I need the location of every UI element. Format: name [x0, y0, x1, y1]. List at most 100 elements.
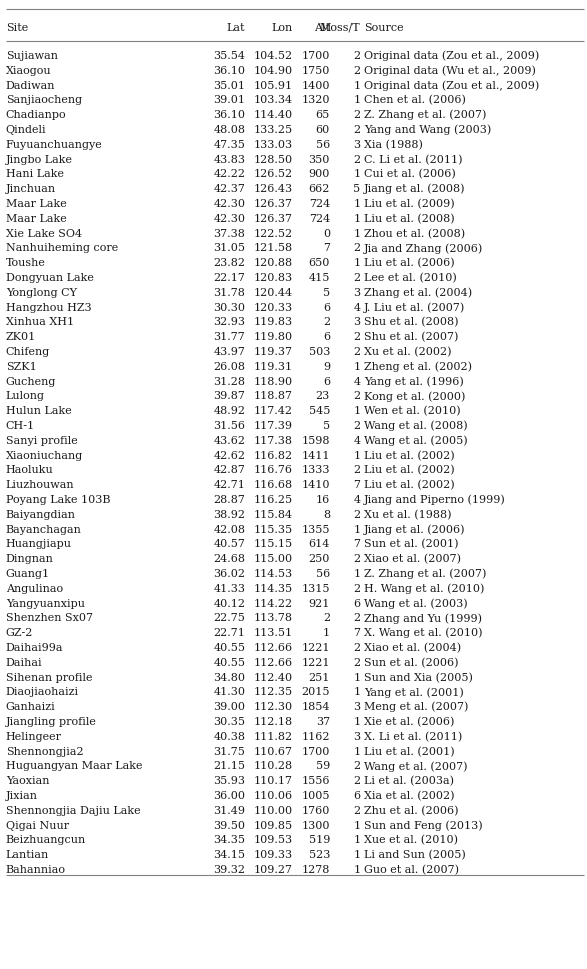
Text: 31.28: 31.28 [213, 376, 245, 387]
Text: 350: 350 [309, 154, 330, 165]
Text: 7: 7 [353, 539, 360, 548]
Text: 126.52: 126.52 [253, 170, 292, 179]
Text: 41.30: 41.30 [213, 687, 245, 697]
Text: Dingnan: Dingnan [6, 553, 54, 564]
Text: 110.17: 110.17 [254, 775, 292, 786]
Text: 42.71: 42.71 [214, 480, 245, 489]
Text: Alt: Alt [314, 23, 330, 33]
Text: 6: 6 [323, 376, 330, 387]
Text: Guo et al. (2007): Guo et al. (2007) [364, 864, 459, 874]
Text: 112.66: 112.66 [253, 657, 292, 667]
Text: 110.06: 110.06 [253, 790, 292, 800]
Text: 112.35: 112.35 [253, 687, 292, 697]
Text: 47.35: 47.35 [214, 140, 245, 149]
Text: 109.53: 109.53 [253, 834, 292, 845]
Text: 109.33: 109.33 [253, 849, 292, 860]
Text: 503: 503 [309, 347, 330, 357]
Text: 42.37: 42.37 [214, 184, 245, 194]
Text: 2: 2 [353, 51, 360, 61]
Text: 1278: 1278 [302, 864, 330, 874]
Text: 41.33: 41.33 [213, 583, 245, 593]
Text: CH-1: CH-1 [6, 421, 35, 430]
Text: Yang and Wang (2003): Yang and Wang (2003) [364, 125, 491, 135]
Text: 116.68: 116.68 [253, 480, 292, 489]
Text: 1355: 1355 [301, 524, 330, 534]
Text: Nanhuiheming core: Nanhuiheming core [6, 243, 118, 253]
Text: 2: 2 [353, 110, 360, 120]
Text: Poyang Lake 103B: Poyang Lake 103B [6, 494, 110, 505]
Text: 2: 2 [353, 272, 360, 283]
Text: 104.90: 104.90 [253, 66, 292, 76]
Text: 2: 2 [353, 331, 360, 342]
Text: Original data (Zou et al., 2009): Original data (Zou et al., 2009) [364, 80, 539, 91]
Text: 545: 545 [309, 406, 330, 416]
Text: 56: 56 [316, 140, 330, 149]
Text: 1300: 1300 [301, 820, 330, 829]
Text: 133.25: 133.25 [253, 125, 292, 135]
Text: Wang et al. (2003): Wang et al. (2003) [364, 598, 468, 609]
Text: 415: 415 [309, 272, 330, 283]
Text: 126.37: 126.37 [254, 213, 292, 224]
Text: 724: 724 [309, 199, 330, 208]
Text: 112.30: 112.30 [253, 702, 292, 711]
Text: 48.92: 48.92 [213, 406, 245, 416]
Text: Liu et al. (2001): Liu et al. (2001) [364, 746, 454, 756]
Text: 1: 1 [353, 258, 360, 267]
Text: 110.28: 110.28 [253, 761, 292, 770]
Text: 5: 5 [323, 288, 330, 297]
Text: 2: 2 [323, 612, 330, 623]
Text: 119.31: 119.31 [253, 361, 292, 371]
Text: Xie et al. (2006): Xie et al. (2006) [364, 716, 454, 727]
Text: 650: 650 [309, 258, 330, 267]
Text: Source: Source [364, 23, 404, 33]
Text: 117.42: 117.42 [254, 406, 292, 416]
Text: 118.90: 118.90 [253, 376, 292, 387]
Text: C. Li et al. (2011): C. Li et al. (2011) [364, 154, 463, 165]
Text: 40.57: 40.57 [214, 539, 245, 548]
Text: 120.88: 120.88 [253, 258, 292, 267]
Text: Shenzhen Sx07: Shenzhen Sx07 [6, 612, 93, 623]
Text: 121.58: 121.58 [253, 243, 292, 253]
Text: Shennongjia2: Shennongjia2 [6, 746, 83, 756]
Text: 2: 2 [353, 761, 360, 770]
Text: 31.56: 31.56 [213, 421, 245, 430]
Text: 56: 56 [316, 569, 330, 578]
Text: Sun and Xia (2005): Sun and Xia (2005) [364, 672, 473, 682]
Text: 24.68: 24.68 [213, 553, 245, 564]
Text: Xia (1988): Xia (1988) [364, 140, 423, 150]
Text: 48.08: 48.08 [213, 125, 245, 135]
Text: Sujiawan: Sujiawan [6, 51, 58, 61]
Text: 614: 614 [309, 539, 330, 548]
Text: 114.40: 114.40 [253, 110, 292, 120]
Text: Dadiwan: Dadiwan [6, 80, 55, 90]
Text: 1320: 1320 [301, 95, 330, 106]
Text: 26.08: 26.08 [213, 361, 245, 371]
Text: 42.62: 42.62 [213, 451, 245, 460]
Text: Xu et al. (1988): Xu et al. (1988) [364, 509, 451, 519]
Text: 1221: 1221 [301, 657, 330, 667]
Text: 59: 59 [316, 761, 330, 770]
Text: 23: 23 [316, 391, 330, 401]
Text: 5: 5 [353, 184, 360, 194]
Text: X. Wang et al. (2010): X. Wang et al. (2010) [364, 627, 483, 638]
Text: Dongyuan Lake: Dongyuan Lake [6, 272, 94, 283]
Text: Huangjiapu: Huangjiapu [6, 539, 72, 548]
Text: 34.35: 34.35 [213, 834, 245, 845]
Text: 40.38: 40.38 [213, 731, 245, 741]
Text: Yaoxian: Yaoxian [6, 775, 49, 786]
Text: 1760: 1760 [302, 805, 330, 815]
Text: 119.80: 119.80 [253, 331, 292, 342]
Text: 32.93: 32.93 [213, 317, 245, 328]
Text: 1: 1 [353, 834, 360, 845]
Text: 2: 2 [353, 657, 360, 667]
Text: 39.50: 39.50 [213, 820, 245, 829]
Text: Xu et al. (2002): Xu et al. (2002) [364, 347, 451, 357]
Text: 1: 1 [353, 687, 360, 697]
Text: Sun et al. (2001): Sun et al. (2001) [364, 539, 458, 549]
Text: Jia and Zhang (2006): Jia and Zhang (2006) [364, 243, 483, 254]
Text: 900: 900 [309, 170, 330, 179]
Text: 2015: 2015 [301, 687, 330, 697]
Text: Jiang et al. (2006): Jiang et al. (2006) [364, 524, 465, 534]
Text: 37: 37 [316, 716, 330, 726]
Text: Chen et al. (2006): Chen et al. (2006) [364, 95, 466, 106]
